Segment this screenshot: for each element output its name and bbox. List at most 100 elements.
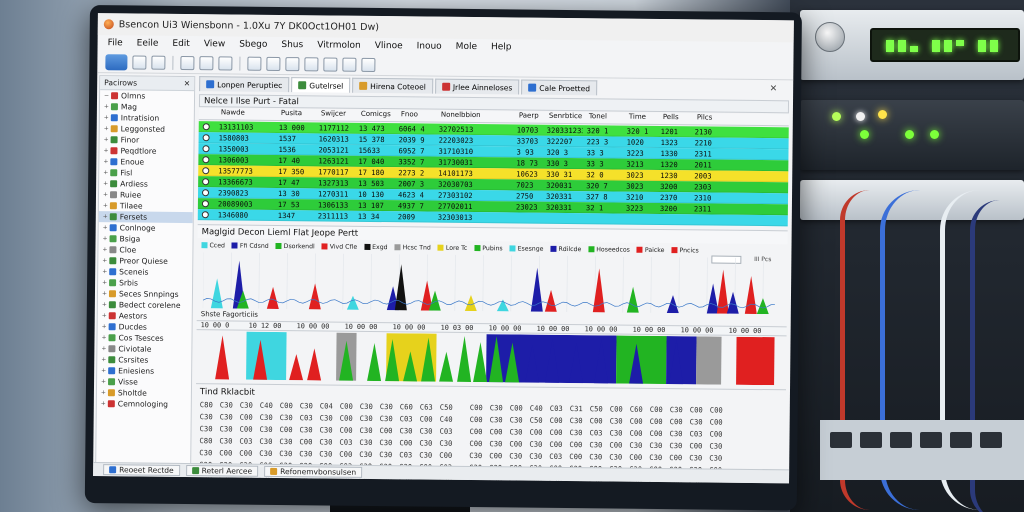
menu-item[interactable]: Help	[490, 42, 512, 53]
hex-byte: C00	[509, 403, 523, 413]
refresh-icon[interactable]	[361, 57, 376, 72]
column-header[interactable]: Tonel	[588, 112, 607, 121]
table-cell: 2210	[694, 137, 712, 148]
menu-item[interactable]: View	[203, 39, 226, 50]
menu-item[interactable]: Vitrmolon	[317, 40, 361, 51]
status-tab[interactable]: Reoeet Rectde	[103, 464, 180, 476]
column-header[interactable]: Pells	[662, 113, 679, 122]
back-icon[interactable]	[266, 56, 281, 71]
expand-toggle-icon[interactable]: +	[102, 202, 108, 210]
zoom-out-icon[interactable]	[342, 57, 357, 72]
table-cell: 1177112	[318, 122, 350, 133]
paste-icon[interactable]	[218, 55, 233, 70]
table-cell: 2370	[659, 192, 678, 202]
table-cell: 3023	[626, 181, 644, 191]
timeline-spike	[339, 340, 354, 381]
status-tab[interactable]: Reterl Aercee	[185, 465, 259, 477]
find-icon[interactable]	[247, 56, 262, 71]
time-axis-label: 10 12 00	[248, 321, 282, 331]
copy-icon[interactable]	[199, 55, 214, 70]
tree-item-label: Ardiess	[120, 179, 148, 189]
expand-toggle-icon[interactable]: +	[101, 323, 107, 331]
table-cell: 13 000	[278, 122, 305, 132]
close-icon[interactable]: ✕	[769, 84, 778, 95]
menu-item[interactable]: Mole	[455, 41, 478, 53]
forward-icon[interactable]	[285, 56, 300, 71]
column-header[interactable]: Pusita	[280, 109, 303, 118]
print-icon[interactable]	[151, 55, 166, 70]
filter-icon[interactable]	[304, 56, 319, 71]
table-cell: 320331	[545, 202, 572, 212]
tree-item-label: Cloe	[119, 245, 137, 255]
column-header[interactable]: Nawde	[220, 108, 245, 117]
legend-label: Rdilcde	[558, 245, 582, 253]
legend-label: Pncics	[679, 246, 699, 254]
status-tab[interactable]: Refonemvbonsulsen	[264, 465, 363, 478]
hex-byte: C00	[339, 413, 353, 423]
menu-item[interactable]: Eeile	[136, 38, 159, 49]
legend-swatch	[275, 242, 282, 250]
tab[interactable]: Lonpen Peruptiec	[199, 76, 290, 93]
expand-toggle-icon[interactable]: +	[103, 147, 109, 155]
hex-byte: C04	[319, 401, 333, 411]
hex-byte: C30	[609, 452, 623, 462]
menu-item[interactable]: Inouo	[416, 41, 442, 52]
table-cell: 1327313	[318, 177, 349, 188]
column-header[interactable]: Swijcer	[320, 109, 347, 118]
expand-toggle-icon[interactable]: +	[103, 114, 109, 122]
column-header[interactable]: Pilcs	[696, 113, 713, 122]
open-icon[interactable]	[105, 53, 128, 70]
tab[interactable]: Cale Proetted	[521, 79, 598, 96]
hex-byte: C00	[239, 424, 253, 434]
table-cell: 17 350	[278, 166, 305, 176]
grid-line	[622, 256, 624, 313]
hex-byte: C00	[589, 416, 603, 426]
table-cell: 2750	[515, 190, 534, 201]
timeline-spike	[505, 342, 520, 383]
expand-toggle-icon[interactable]: +	[102, 268, 108, 276]
protocol-band	[736, 336, 775, 386]
legend-item: Esesnge	[509, 243, 544, 253]
row-marker-icon	[202, 188, 210, 196]
table-cell: 13 34	[357, 211, 380, 221]
timeline-spike	[403, 351, 418, 382]
table-cell: 31710310	[438, 146, 474, 156]
time-axis-label: 10 00 00	[584, 325, 618, 334]
timeline-spike	[525, 344, 540, 383]
close-icon[interactable]: ✕	[183, 78, 191, 89]
row-marker-icon	[202, 144, 210, 152]
traffic-spike	[592, 268, 605, 313]
save-icon[interactable]	[132, 54, 147, 70]
menu-item[interactable]: Shus	[281, 40, 304, 51]
legend-label: Hoseedcos	[596, 245, 630, 254]
menu-item[interactable]: Vlinoe	[374, 40, 403, 52]
table-cell: 2311113	[317, 210, 349, 221]
hex-byte: C00	[649, 416, 663, 427]
cut-icon[interactable]	[180, 55, 195, 70]
rack-display	[870, 28, 1020, 62]
expand-toggle-icon[interactable]: +	[101, 356, 107, 364]
row-marker-icon	[201, 199, 209, 207]
timeline-spike	[457, 335, 472, 383]
tab[interactable]: Hirena Coteoel	[352, 77, 433, 94]
tab[interactable]: Gutelrsel	[291, 77, 351, 93]
folder-icon	[109, 213, 117, 221]
hex-byte: C00	[609, 440, 623, 450]
column-header[interactable]: Time	[628, 112, 647, 121]
monitor: Bsencon Ui3 Wiensbonn - 1.0Xu 7Y DK0Oct1…	[84, 5, 802, 511]
tree-item[interactable]: + Cemnologing	[97, 398, 191, 410]
zoom-in-icon[interactable]	[323, 56, 338, 72]
hex-byte: C30	[299, 425, 313, 435]
menu-item[interactable]: Sbego	[239, 39, 268, 50]
column-header[interactable]: Fnoo	[400, 110, 418, 119]
column-header[interactable]: Paerp	[518, 111, 539, 120]
column-header[interactable]: Comicgs	[360, 109, 391, 119]
column-header[interactable]: Nonelbbion	[440, 110, 481, 120]
column-header[interactable]: Senrbtice	[548, 111, 583, 121]
row-marker-icon	[202, 166, 210, 174]
folder-icon	[108, 356, 116, 364]
menu-item[interactable]: Edit	[172, 38, 190, 50]
tab[interactable]: Jrlee Ainneloses	[434, 78, 520, 95]
menu-item[interactable]: File	[107, 38, 123, 49]
expand-toggle-icon[interactable]: +	[102, 235, 108, 243]
